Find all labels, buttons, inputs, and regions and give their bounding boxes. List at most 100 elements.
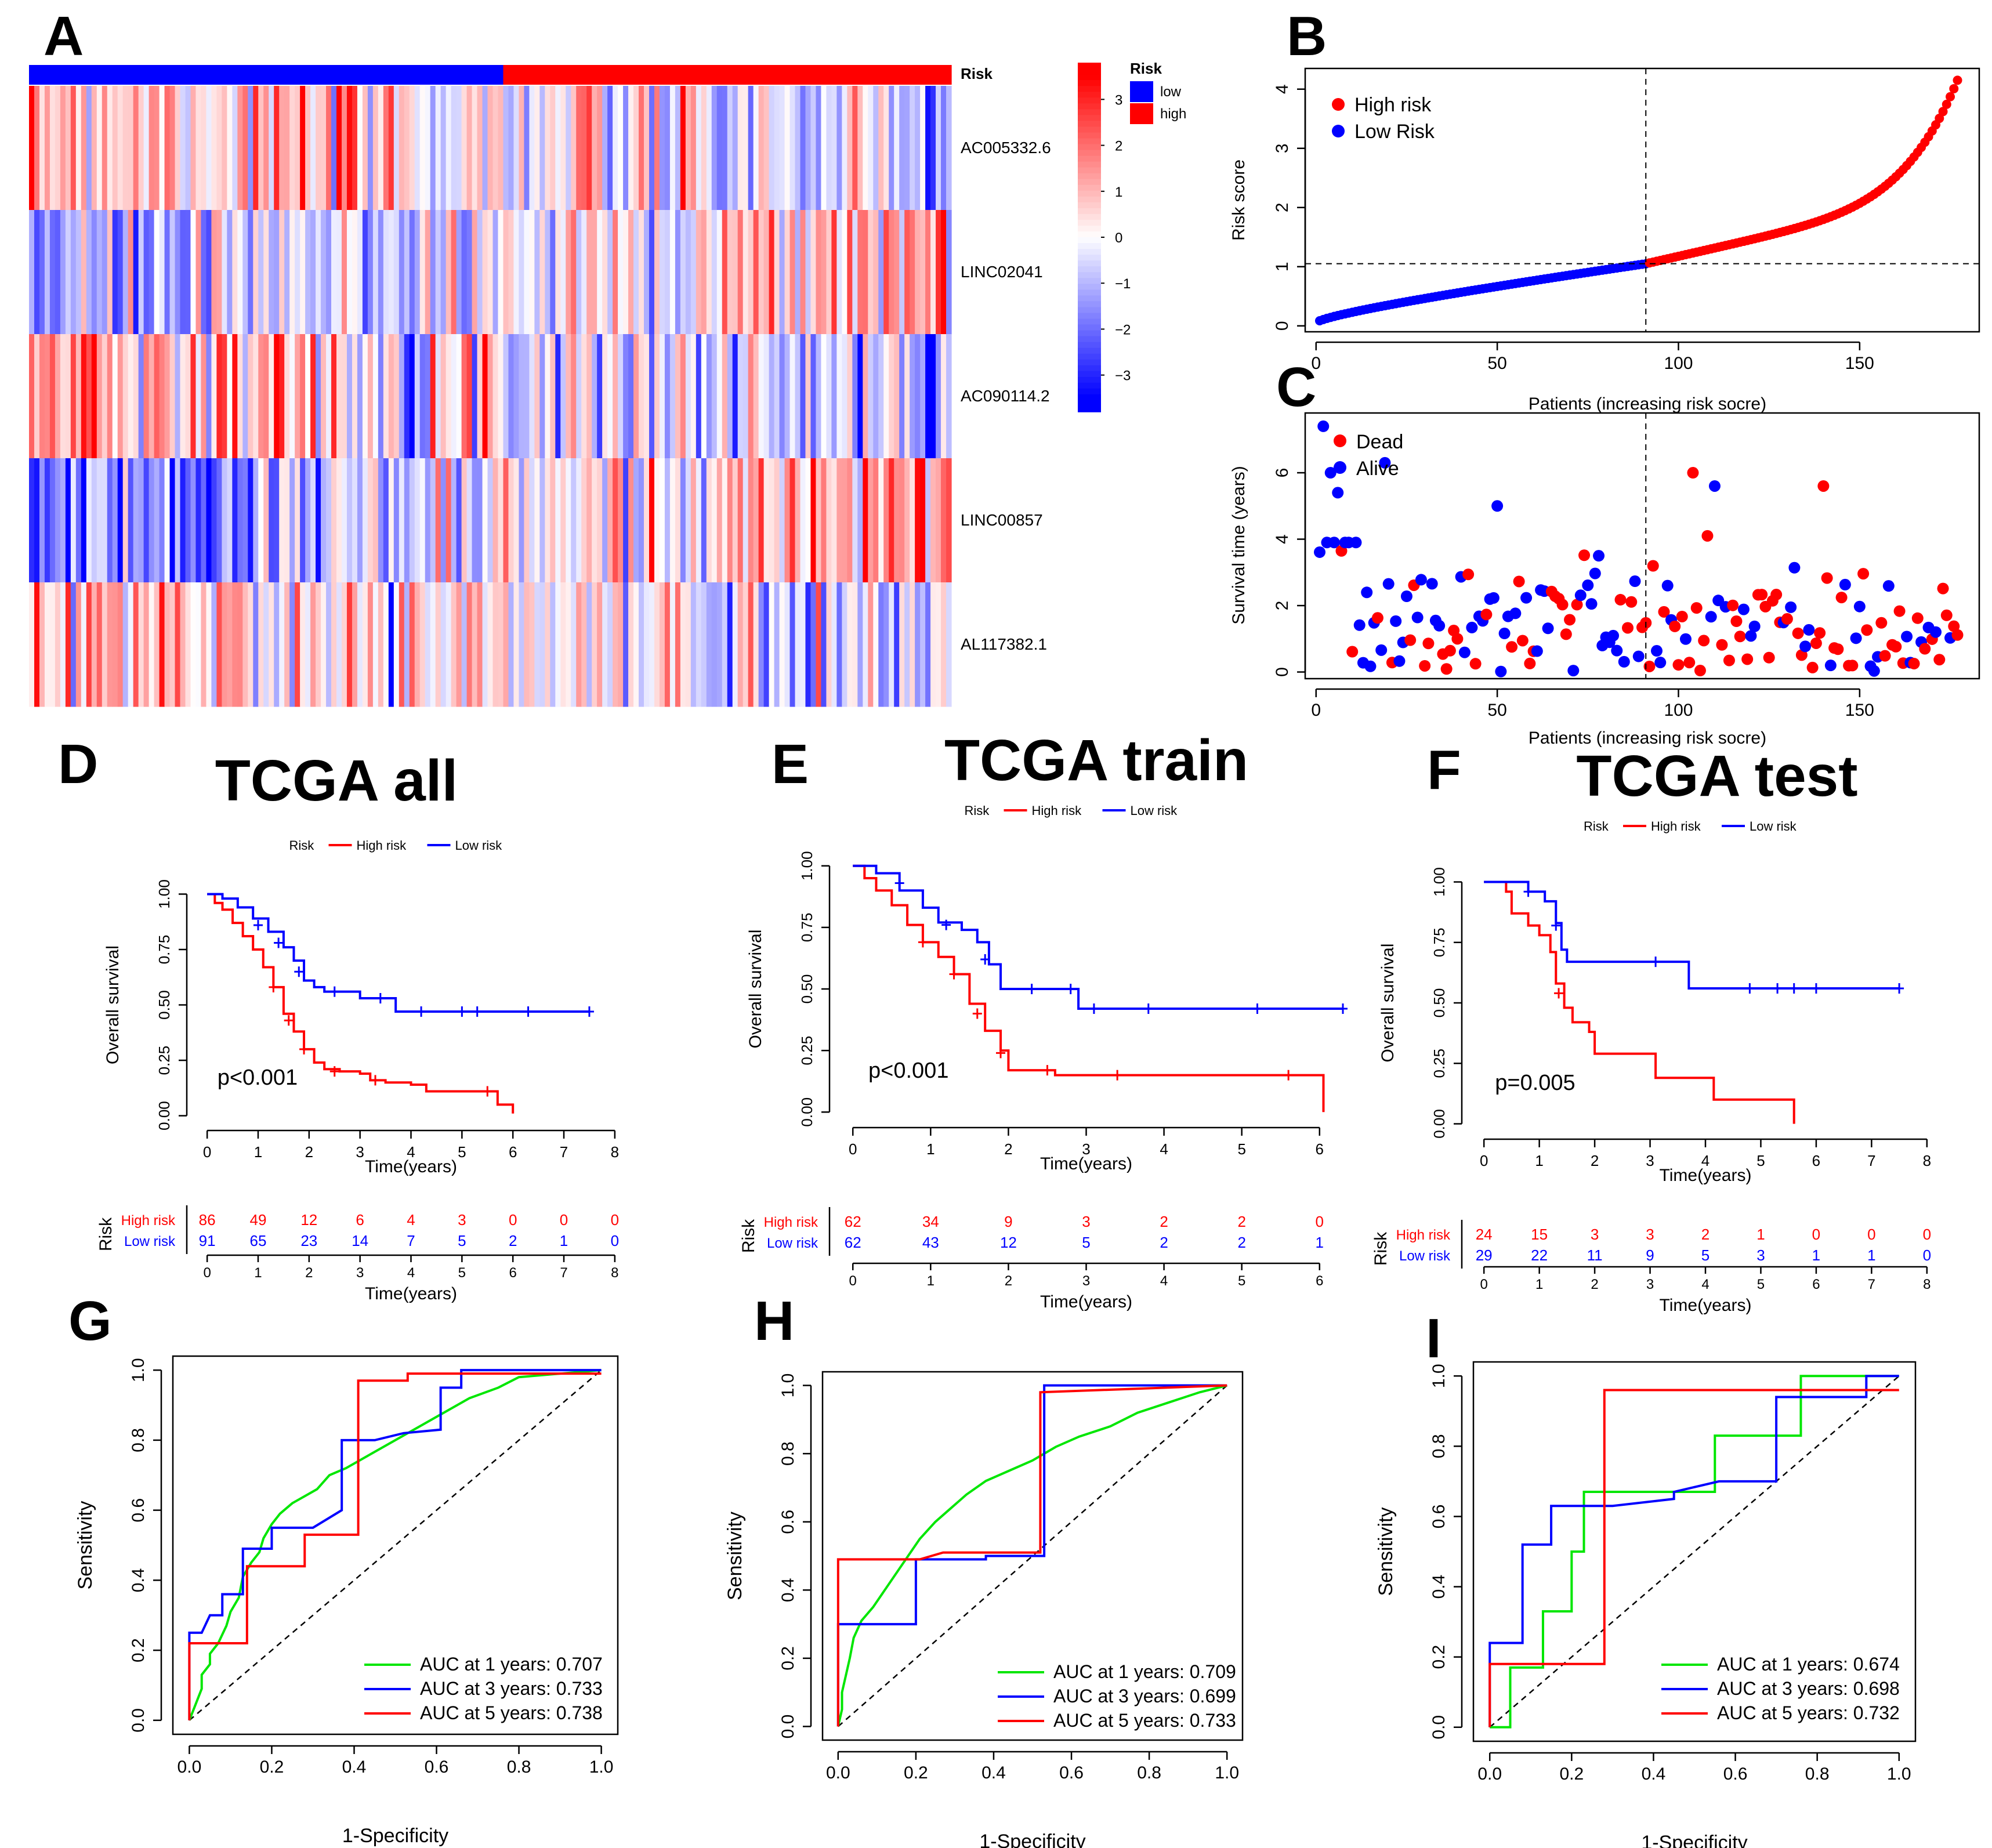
x-tick-label: 4 [1701,1152,1710,1169]
heatmap-cell [821,582,827,707]
x-tick-label: 0.6 [425,1758,449,1777]
heatmap-cell [430,582,436,707]
heatmap-cell [690,458,697,583]
dead-point [1571,599,1583,611]
heatmap-cell [805,458,812,583]
heatmap-cell [346,334,353,459]
risk-table-tick-label: 2 [1591,1277,1598,1292]
plot-title: TCGA train [944,728,1248,793]
risk-table-tick-label: 3 [1082,1273,1090,1289]
heatmap-cell [300,210,306,335]
heatmap-cell [440,582,447,707]
heatmap-cell [316,334,321,459]
heatmap-cell [769,210,775,335]
heatmap-cell [555,210,561,335]
risk-table-value: 3 [1591,1226,1599,1243]
heatmap-cell [581,334,587,459]
heatmap-cell [743,86,749,211]
dead-point [1861,624,1873,636]
roc-curve-red [1488,1389,1899,1727]
heatmap-cell [263,582,269,707]
y-tick-label: 0.6 [1429,1505,1448,1529]
risk-annotation-cell [378,65,384,85]
heatmap-cell [852,210,858,335]
y-tick-label: 0 [1273,321,1292,331]
heatmap-cell [440,210,447,335]
heatmap-cell [430,458,436,583]
heatmap-cell [784,334,791,459]
heatmap-cell [133,334,139,459]
heatmap-cell [367,582,374,707]
censor-mark-low [584,1006,594,1017]
dead-point [1821,572,1833,584]
heatmap-cell [644,334,650,459]
colorbar-step [1078,255,1101,261]
heatmap-cell [60,334,66,459]
heatmap-cell [639,582,644,707]
heatmap-cell [75,458,82,583]
dead-point [1741,653,1754,665]
heatmap-cell [675,86,681,211]
risk-annotation-cell [404,65,410,85]
heatmap-cell [175,334,181,459]
heatmap-cell [143,86,150,211]
risk-annotation-cell [326,65,332,85]
risk-annotation-cell [164,65,171,85]
heatmap-cell [242,582,248,707]
heatmap-cell [440,334,447,459]
heatmap-cell [847,86,853,211]
heatmap-cell [492,86,499,211]
heatmap-cell [857,210,863,335]
heatmap-cell [727,210,733,335]
y-tick-label: 0.4 [129,1568,148,1593]
heatmap-cell [873,210,879,335]
risk-table-row-name: Low risk [124,1234,176,1249]
censor-mark-low [1066,984,1075,994]
heatmap-cell [930,582,936,707]
heatmap-cell [383,458,389,583]
risk-annotation-cell [571,65,577,85]
heatmap-cell [435,582,441,707]
heatmap-cell [409,86,415,211]
heatmap-cell [649,210,655,335]
colorbar-step [1078,231,1101,238]
high-risk-point [1942,99,1951,109]
risk-annotation-cell [550,65,556,85]
heatmap-cell [566,582,571,707]
heatmap-cell [826,86,832,211]
heatmap-cell [169,334,176,459]
heatmap-cell [675,210,681,335]
heatmap-cell [258,334,264,459]
heatmap-cell [409,582,415,707]
risk-table-value: 0 [611,1232,619,1249]
heatmap-cell [706,458,712,583]
heatmap-cell [664,210,671,335]
risk-annotation-cell [419,65,426,85]
heatmap-cell [816,334,822,459]
heatmap-cell [899,458,905,583]
heatmap-cell [847,582,853,707]
heatmap-cell [112,458,118,583]
y-tick-label: 1.00 [1430,867,1448,897]
heatmap-cell [550,334,556,459]
legend-label-low: Low risk [1750,819,1797,834]
heatmap-cell [180,582,186,707]
heatmap-cell [816,86,822,211]
alive-point [1607,629,1620,642]
colorbar-step [1078,301,1101,308]
heatmap-cell [383,334,389,459]
heatmap-cell [331,210,337,335]
heatmap-cell [597,458,603,583]
heatmap-cell [393,334,400,459]
x-tick-label: 4 [407,1143,415,1161]
heatmap-cell [805,210,812,335]
heatmap-cell [644,210,650,335]
censor-mark-low [1789,983,1799,994]
risk-table-tick-label: 2 [1005,1273,1012,1289]
heatmap-cell [649,334,655,459]
risk-table-value: 14 [352,1232,368,1249]
heatmap-cell [430,210,436,335]
alive-point [1542,622,1554,635]
heatmap-cell [253,86,259,211]
heatmap-cell [414,334,421,459]
